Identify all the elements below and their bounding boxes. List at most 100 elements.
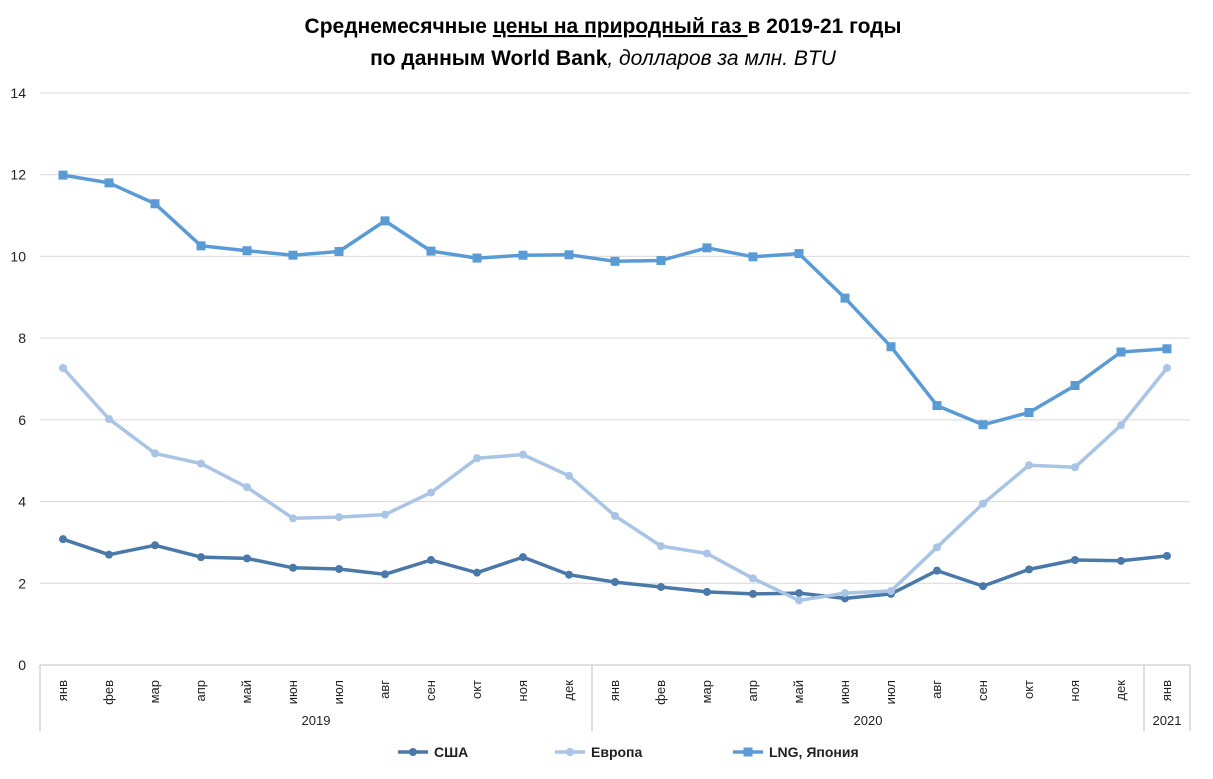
legend-marker	[743, 747, 753, 757]
x-tick-label: ноя	[515, 680, 530, 701]
data-point	[794, 249, 804, 259]
data-point	[289, 514, 297, 523]
data-point	[1024, 408, 1034, 418]
data-point	[564, 250, 574, 260]
data-point	[380, 216, 390, 226]
data-point	[105, 550, 113, 559]
data-point	[58, 170, 68, 180]
data-point	[334, 247, 344, 257]
x-tick-label: фев	[653, 680, 668, 705]
data-point	[381, 570, 389, 579]
legend-marker	[409, 748, 417, 756]
data-point	[749, 574, 757, 583]
data-point	[795, 589, 803, 598]
data-point	[1071, 463, 1079, 472]
year-label: 2020	[854, 713, 883, 728]
data-point	[565, 471, 573, 480]
data-point	[427, 488, 435, 497]
legend-label: Европа	[591, 744, 643, 760]
data-point	[104, 178, 114, 188]
series-line-1	[61, 366, 1169, 603]
x-tick-label: янв	[607, 680, 622, 701]
data-point	[196, 241, 206, 251]
data-point	[59, 363, 67, 372]
data-point	[840, 293, 850, 303]
data-point	[335, 513, 343, 522]
data-point	[841, 589, 849, 598]
data-point	[610, 256, 620, 266]
x-tick-label: июл	[331, 680, 346, 704]
y-tick-label: 4	[18, 494, 26, 510]
data-point	[59, 535, 67, 544]
legend-label: США	[434, 744, 468, 760]
data-point	[933, 566, 941, 575]
x-tick-label: дек	[1113, 680, 1128, 701]
y-tick-label: 8	[18, 330, 26, 346]
data-point	[197, 553, 205, 562]
x-tick-label: сен	[423, 680, 438, 701]
data-point	[1025, 461, 1033, 470]
data-point	[243, 554, 251, 563]
x-tick-label: май	[791, 680, 806, 703]
legend: США Европа LNG, Япония	[398, 744, 859, 760]
data-point	[933, 543, 941, 552]
chart-title-part-1c: в 2019-21 годы	[748, 15, 902, 38]
data-point	[656, 256, 666, 266]
chart-title-part-2b: , долларов за млн. BTU	[607, 47, 836, 70]
y-tick-label: 6	[18, 412, 26, 428]
y-tick-label: 2	[18, 575, 26, 591]
series-line-2	[61, 173, 1169, 427]
data-point	[1163, 363, 1171, 372]
x-tick-label: авг	[929, 680, 944, 699]
data-point	[289, 563, 297, 572]
gridlines	[40, 92, 1190, 584]
data-point	[1163, 551, 1171, 560]
x-tick-label: мар	[699, 680, 714, 703]
data-point	[932, 401, 942, 411]
axes: 0 2 4 6 8 10 12 14 янв фев мар апр май июн июл авг сен ок…	[10, 85, 1191, 731]
data-point	[105, 415, 113, 424]
data-point	[381, 510, 389, 519]
year-label: 2021	[1153, 713, 1182, 728]
data-point	[473, 568, 481, 577]
x-tick-label: фев	[101, 680, 116, 705]
data-point	[242, 246, 252, 256]
data-point	[1162, 344, 1172, 354]
data-point	[1117, 556, 1125, 565]
data-point	[887, 587, 895, 596]
data-point	[243, 483, 251, 492]
data-point	[703, 549, 711, 558]
data-point	[657, 582, 665, 591]
data-point	[703, 587, 711, 596]
chart-title-line-1: Среднемесячные цены на природный газ в 2…	[305, 15, 902, 38]
x-tick-label: июн	[837, 680, 852, 704]
data-point	[150, 199, 160, 209]
series-lines	[58, 170, 1172, 605]
data-point	[1071, 555, 1079, 564]
x-tick-label: сен	[975, 680, 990, 701]
data-point	[1025, 565, 1033, 574]
data-point	[288, 250, 298, 260]
chart-title-line-2: по данным World Bank, долларов за млн. B…	[370, 47, 837, 70]
data-point	[565, 570, 573, 579]
data-point	[1116, 347, 1126, 357]
data-point	[519, 450, 527, 459]
data-point	[978, 420, 988, 430]
x-tick-label: май	[239, 680, 254, 703]
data-point	[979, 499, 987, 508]
data-point	[611, 511, 619, 520]
data-point	[335, 564, 343, 573]
chart-title-part-1b: цены на природный газ	[493, 15, 748, 38]
x-tick-label: окт	[1021, 680, 1036, 699]
data-point	[795, 596, 803, 605]
data-point	[1117, 421, 1125, 430]
series-line-0	[61, 537, 1169, 601]
x-tick-label: янв	[55, 680, 70, 701]
x-tick-label: апр	[745, 680, 760, 702]
x-tick-label: янв	[1159, 680, 1174, 701]
x-tick-label: авг	[377, 680, 392, 699]
data-point	[151, 449, 159, 458]
x-tick-label: окт	[469, 680, 484, 699]
